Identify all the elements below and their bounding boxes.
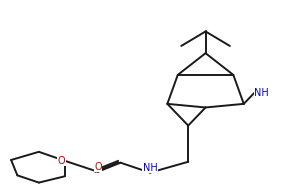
Text: O: O (57, 156, 65, 166)
Text: NH: NH (254, 88, 269, 98)
Text: O: O (94, 162, 102, 172)
Text: NH: NH (142, 163, 158, 173)
